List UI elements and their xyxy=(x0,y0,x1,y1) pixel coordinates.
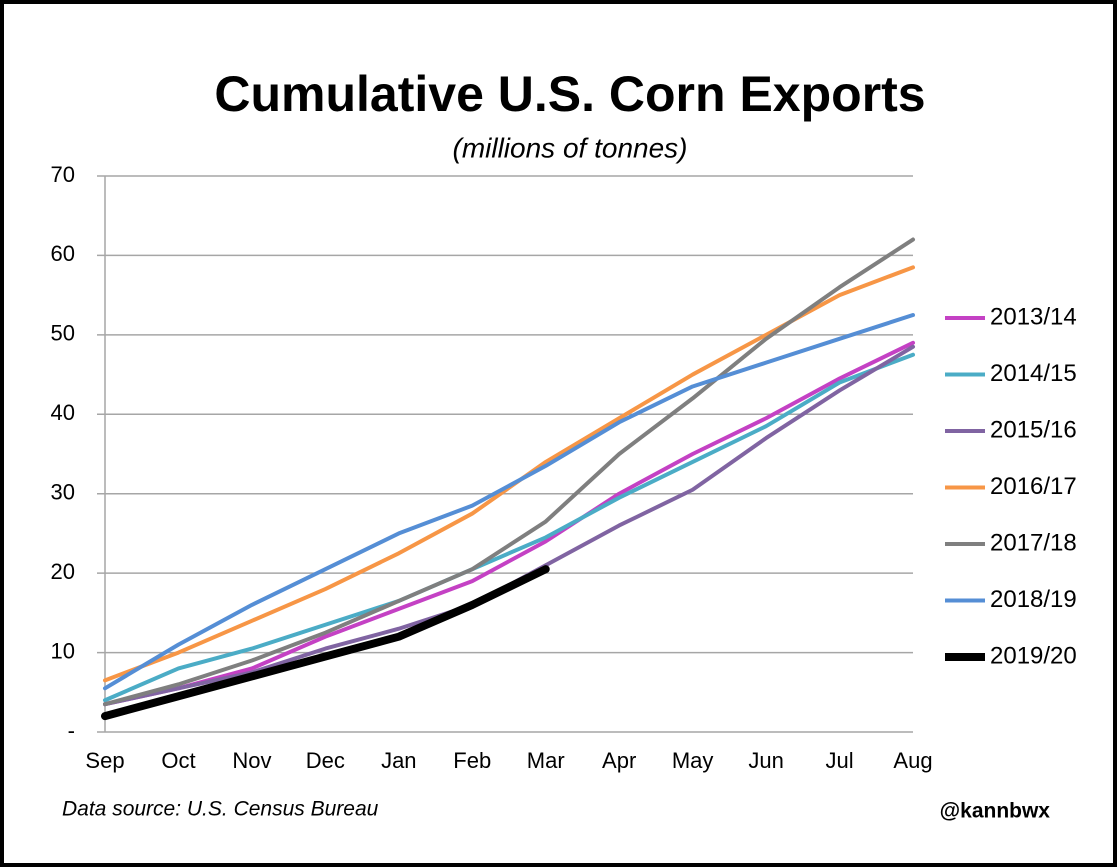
series-line xyxy=(103,352,915,703)
chart-subtitle: (millions of tonnes) xyxy=(453,132,688,163)
x-tick-label: Nov xyxy=(232,748,271,773)
y-tick-label: - xyxy=(68,718,75,743)
source-note: Data source: U.S. Census Bureau xyxy=(62,798,379,821)
legend-label: 2018/19 xyxy=(990,586,1077,613)
y-tick-label: 50 xyxy=(51,321,75,346)
legend-label: 2019/20 xyxy=(990,642,1077,669)
legend-label: 2016/17 xyxy=(990,473,1077,500)
y-tick-label: 10 xyxy=(51,638,75,663)
legend-label: 2015/16 xyxy=(990,416,1077,443)
y-tick-label: 30 xyxy=(51,480,75,505)
x-tick-label: Feb xyxy=(453,748,491,773)
x-tick-label: Apr xyxy=(602,748,636,773)
credit: @kannbwx xyxy=(940,800,1051,823)
x-tick-label: Aug xyxy=(893,748,932,773)
x-tick-label: Jun xyxy=(748,748,783,773)
legend-label: 2017/18 xyxy=(990,529,1077,556)
x-tick-label: Sep xyxy=(85,748,124,773)
series-line xyxy=(103,340,915,707)
x-tick-label: Oct xyxy=(161,748,195,773)
series-line xyxy=(101,565,550,721)
y-tick-label: 20 xyxy=(51,559,75,584)
x-tick-label: May xyxy=(672,748,714,773)
series-line xyxy=(103,237,915,707)
y-tick-label: 40 xyxy=(51,400,75,425)
x-tick-label: Mar xyxy=(527,748,565,773)
y-tick-label: 70 xyxy=(51,162,75,187)
y-tick-label: 60 xyxy=(51,241,75,266)
series-line xyxy=(103,313,915,691)
x-tick-label: Jan xyxy=(381,748,416,773)
legend-label: 2013/14 xyxy=(990,303,1077,330)
chart-title: Cumulative U.S. Corn Exports xyxy=(214,66,925,122)
x-tick-label: Jul xyxy=(825,748,853,773)
legend-label: 2014/15 xyxy=(990,360,1077,387)
x-tick-label: Dec xyxy=(306,748,345,773)
